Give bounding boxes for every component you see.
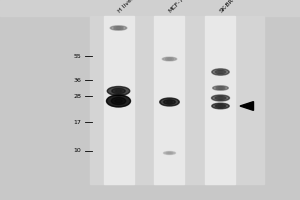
Ellipse shape	[115, 99, 122, 103]
Ellipse shape	[116, 27, 121, 29]
Ellipse shape	[215, 96, 226, 100]
Ellipse shape	[167, 101, 172, 103]
Ellipse shape	[218, 87, 223, 89]
Ellipse shape	[216, 87, 225, 89]
Text: MCF-7: MCF-7	[168, 0, 185, 14]
Ellipse shape	[212, 95, 230, 101]
Ellipse shape	[107, 87, 130, 96]
Ellipse shape	[110, 26, 127, 30]
Text: H liver: H liver	[117, 0, 135, 14]
Ellipse shape	[113, 27, 124, 29]
Ellipse shape	[218, 97, 223, 99]
Bar	[206, 16, 236, 184]
Ellipse shape	[162, 57, 177, 61]
Text: 28: 28	[73, 94, 81, 98]
Ellipse shape	[112, 88, 125, 94]
Bar	[0, 0, 300, 16]
Ellipse shape	[160, 98, 179, 106]
Bar	[103, 16, 134, 184]
Ellipse shape	[111, 97, 126, 105]
Text: 36: 36	[73, 77, 81, 82]
Ellipse shape	[212, 69, 229, 75]
Polygon shape	[240, 102, 253, 110]
Text: 10: 10	[73, 148, 81, 154]
Ellipse shape	[166, 152, 173, 154]
Bar	[154, 16, 184, 184]
Text: SK-BR-3: SK-BR-3	[219, 0, 239, 14]
Ellipse shape	[215, 104, 226, 108]
Ellipse shape	[212, 103, 229, 109]
Ellipse shape	[106, 95, 130, 107]
Ellipse shape	[218, 105, 223, 107]
Ellipse shape	[164, 100, 175, 104]
Ellipse shape	[164, 152, 175, 154]
Ellipse shape	[218, 71, 223, 73]
Ellipse shape	[215, 70, 226, 74]
Text: 17: 17	[73, 119, 81, 124]
Ellipse shape	[165, 58, 174, 60]
Bar	[90, 16, 264, 184]
Ellipse shape	[115, 90, 122, 92]
Ellipse shape	[213, 86, 228, 90]
Text: 55: 55	[73, 53, 81, 58]
